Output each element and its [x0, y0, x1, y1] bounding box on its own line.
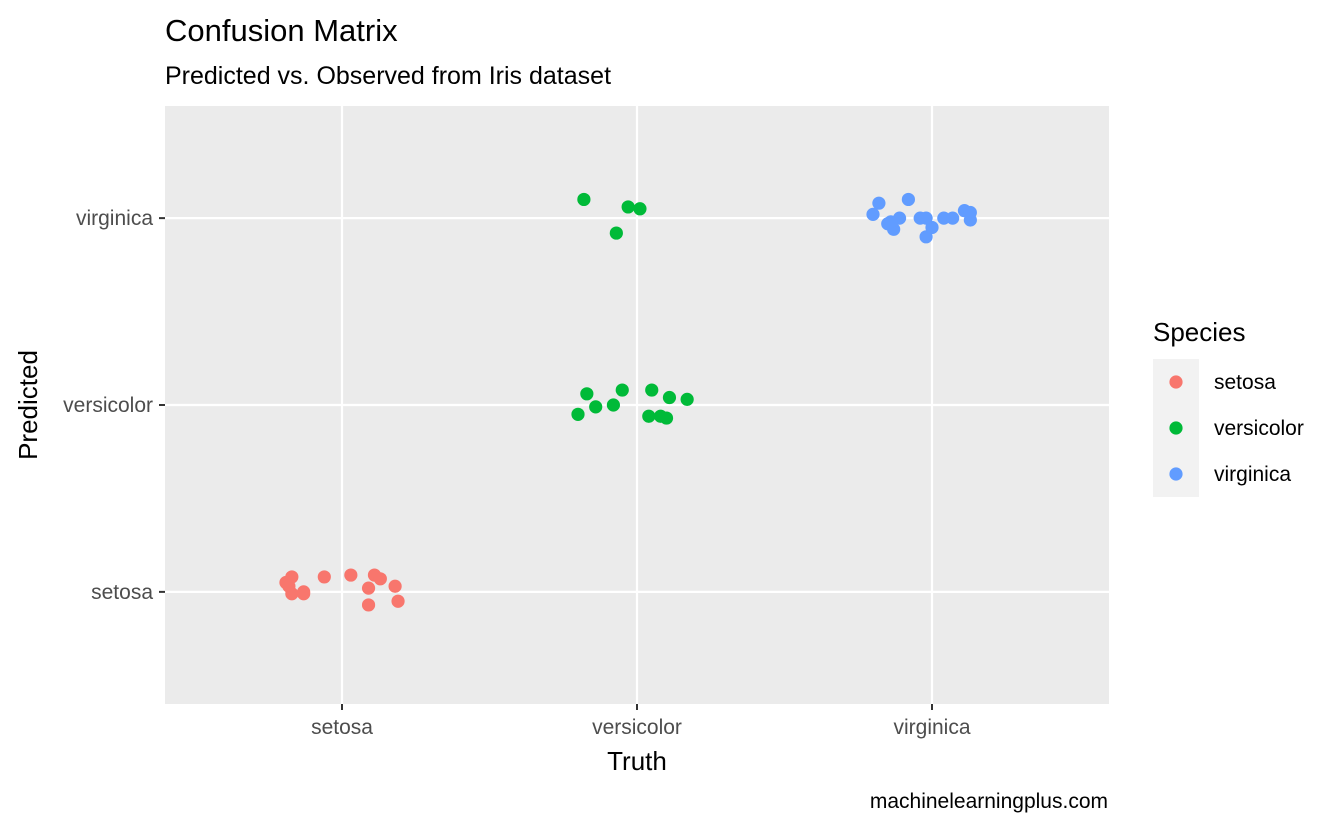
point-virginica-6 — [901, 192, 916, 207]
x-axis-title: Truth — [607, 746, 667, 776]
point-setosa-14 — [391, 594, 405, 608]
point-setosa-11 — [361, 581, 376, 595]
point-setosa-4 — [285, 587, 299, 601]
axis-ticks: setosa versicolor virginica setosa versicolo… — [63, 207, 971, 739]
point-versicolor-10 — [659, 411, 674, 425]
chart-title: Confusion Matrix — [165, 13, 398, 48]
x-tick-label-virginica: virginica — [893, 716, 970, 739]
point-versicolor-12 — [577, 192, 591, 207]
point-versicolor-13 — [609, 226, 623, 240]
point-versicolor-6 — [662, 390, 677, 405]
y-axis-title: Predicted — [13, 350, 43, 460]
y-tick-label-versicolor: versicolor — [63, 394, 153, 417]
point-setosa-6 — [297, 587, 311, 601]
series-virginica — [866, 192, 977, 244]
point-setosa-10 — [373, 572, 387, 586]
y-tick-label-setosa: setosa — [91, 581, 153, 604]
point-versicolor-11 — [571, 407, 585, 421]
point-versicolor-7 — [680, 392, 694, 406]
y-tick-label-virginica: virginica — [76, 207, 153, 230]
point-versicolor-3 — [606, 398, 621, 412]
point-versicolor-5 — [645, 383, 659, 397]
x-tick-label-versicolor: versicolor — [592, 716, 682, 739]
point-virginica-1 — [866, 207, 880, 221]
legend-dot-setosa — [1169, 375, 1183, 389]
point-virginica-2 — [872, 196, 886, 210]
series-versicolor — [571, 192, 694, 425]
legend-label-setosa: setosa — [1214, 371, 1276, 394]
point-virginica-14 — [946, 211, 960, 225]
point-versicolor-4 — [615, 383, 629, 397]
legend-dot-versicolor — [1169, 421, 1183, 435]
point-versicolor-9 — [642, 409, 656, 423]
point-versicolor-14 — [621, 200, 635, 214]
legend-dot-virginica — [1169, 467, 1183, 481]
point-versicolor-15 — [633, 202, 647, 216]
point-versicolor-1 — [580, 387, 594, 401]
chart-caption: machinelearningplus.com — [870, 790, 1108, 813]
point-setosa-8 — [344, 568, 358, 582]
legend-title: Species — [1153, 317, 1246, 347]
legend: Species setosa versicolor virginica — [1153, 317, 1304, 497]
point-virginica-15 — [884, 215, 898, 229]
point-setosa-12 — [388, 579, 402, 593]
point-setosa-7 — [317, 570, 331, 584]
data-points — [279, 192, 977, 612]
point-virginica-13 — [963, 205, 977, 220]
legend-label-versicolor: versicolor — [1214, 417, 1304, 440]
chart-subtitle: Predicted vs. Observed from Iris dataset — [165, 62, 611, 90]
legend-label-virginica: virginica — [1214, 463, 1291, 486]
point-virginica-16 — [919, 211, 933, 225]
point-versicolor-2 — [589, 400, 603, 414]
series-setosa — [279, 568, 405, 612]
x-tick-label-setosa: setosa — [311, 716, 373, 739]
point-setosa-13 — [361, 598, 376, 612]
